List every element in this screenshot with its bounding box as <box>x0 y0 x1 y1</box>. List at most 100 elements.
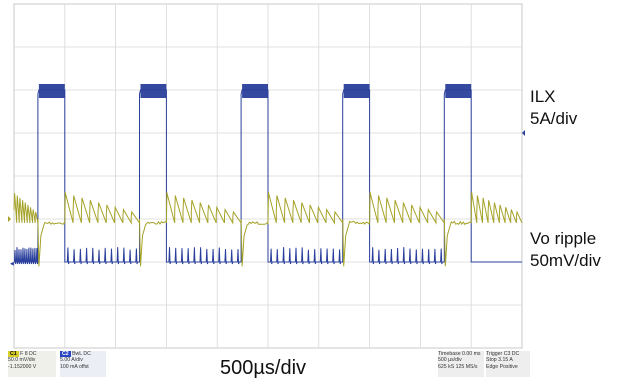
ilx-high-band <box>38 84 65 98</box>
grid-minor-dot <box>460 218 462 220</box>
grid-minor-dot <box>84 89 86 91</box>
grid-minor-dot <box>480 46 482 48</box>
grid-minor-dot <box>155 304 157 306</box>
ch2-coupling: BwL DC <box>72 351 91 357</box>
grid-minor-dot <box>501 304 503 306</box>
grid-minor-dot <box>125 218 127 220</box>
grid-minor-dot <box>247 261 249 263</box>
grid-minor-dot <box>155 132 157 134</box>
grid-minor-dot <box>94 218 96 220</box>
grid-minor-dot <box>196 89 198 91</box>
grid-minor-dot <box>328 304 330 306</box>
grid-minor-dot <box>54 175 56 177</box>
grid-minor-dot <box>237 89 239 91</box>
grid-minor-dot <box>511 46 513 48</box>
grid-minor-dot <box>358 175 360 177</box>
grid-minor-dot <box>460 175 462 177</box>
timebase-delay: 0.00 ms <box>462 351 481 357</box>
ilx-high-band <box>445 84 472 98</box>
grid-minor-dot <box>338 132 340 134</box>
trigger-head: Trigger <box>486 351 503 357</box>
grid-minor-dot <box>348 218 350 220</box>
grid-minor-dot <box>338 89 340 91</box>
ch2-scale-label: 50mV/div <box>530 251 601 270</box>
grid-minor-dot <box>84 175 86 177</box>
grid-minor-dot <box>389 304 391 306</box>
grid-minor-dot <box>33 132 35 134</box>
grid-minor-dot <box>430 175 432 177</box>
grid-minor-dot <box>23 46 25 48</box>
grid-minor-dot <box>104 304 106 306</box>
grid-minor-dot <box>430 89 432 91</box>
grid-minor-dot <box>399 132 401 134</box>
timebase-status-box[interactable]: Timebase 0.00 ms 500 µs/div 625 kS 125 M… <box>438 351 484 377</box>
grid-minor-dot <box>409 89 411 91</box>
ch1-level-marker: ◀ <box>10 261 14 267</box>
grid-minor-dot <box>135 89 137 91</box>
grid-minor-dot <box>43 132 45 134</box>
grid-minor-dot <box>277 218 279 220</box>
ilx-high-band <box>242 84 268 98</box>
grid-minor-dot <box>257 175 259 177</box>
grid-minor-dot <box>257 304 259 306</box>
grid-minor-dot <box>348 304 350 306</box>
grid-minor-dot <box>237 175 239 177</box>
grid-minor-dot <box>287 175 289 177</box>
grid-minor-dot <box>348 261 350 263</box>
grid-minor-dot <box>501 89 503 91</box>
grid-minor-dot <box>74 218 76 220</box>
grid-minor-dot <box>440 304 442 306</box>
grid-minor-dot <box>94 175 96 177</box>
ch1-tag: C1 <box>8 351 19 358</box>
grid-minor-dot <box>125 132 127 134</box>
grid-minor-dot <box>297 132 299 134</box>
ch2-status-box[interactable]: C2 BwL DC 5.00 A/div 100 mA offst <box>60 351 106 377</box>
grid-minor-dot <box>287 46 289 48</box>
grid-minor-dot <box>399 175 401 177</box>
trigger-status-box[interactable]: Trigger C3 DC Stop 3.15 A Edge Positive <box>486 351 530 377</box>
ch2-adiv: 5.00 A/div <box>60 357 83 364</box>
grid-minor-dot <box>297 218 299 220</box>
grid-minor-dot <box>491 304 493 306</box>
grid-minor-dot <box>501 46 503 48</box>
grid-minor-dot <box>399 304 401 306</box>
grid-minor-dot <box>43 261 45 263</box>
grid-minor-dot <box>145 261 147 263</box>
grid-minor-dot <box>480 304 482 306</box>
markers: ◀ <box>8 130 525 267</box>
grid-minor-dot <box>84 218 86 220</box>
grid-minor-dot <box>247 218 249 220</box>
grid-minor-dot <box>247 304 249 306</box>
grid-minor-dot <box>409 46 411 48</box>
grid-minor-dot <box>277 304 279 306</box>
ch1-status-box[interactable]: C1 F 8 DC 50.0 mV/div -1.152000 V <box>8 351 56 377</box>
grid-minor-dot <box>440 175 442 177</box>
ch1-coupling: F 8 DC <box>20 351 37 357</box>
grid-minor-dot <box>379 46 381 48</box>
grid-minor-dot <box>54 261 56 263</box>
grid-minor-dot <box>277 175 279 177</box>
grid-minor-dot <box>54 46 56 48</box>
grid-minor-dot <box>226 132 228 134</box>
ch1-scale-label: 5A/div <box>530 109 578 128</box>
grid-minor-dot <box>328 175 330 177</box>
grid-minor-dot <box>501 218 503 220</box>
grid-minor-dot <box>23 304 25 306</box>
grid-minor-dot <box>440 89 442 91</box>
grid-minor-dot <box>460 46 462 48</box>
grid-minor-dot <box>480 132 482 134</box>
grid-minor-dot <box>94 46 96 48</box>
trigger-slope: Positive <box>499 363 518 370</box>
grid-minor-dot <box>308 89 310 91</box>
grid-minor-dot <box>43 304 45 306</box>
grid-minor-dot <box>348 175 350 177</box>
grid-minor-dot <box>379 304 381 306</box>
grid-minor-dot <box>399 46 401 48</box>
grid-minor-dot <box>511 132 513 134</box>
grid-minor-dot <box>104 132 106 134</box>
grid-minor-dot <box>348 46 350 48</box>
grid-minor-dot <box>176 218 178 220</box>
grid-minor-dot <box>450 261 452 263</box>
ch2-level-marker <box>8 216 11 222</box>
grid-minor-dot <box>501 132 503 134</box>
